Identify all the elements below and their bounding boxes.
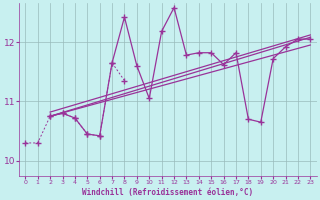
X-axis label: Windchill (Refroidissement éolien,°C): Windchill (Refroidissement éolien,°C) bbox=[82, 188, 253, 197]
